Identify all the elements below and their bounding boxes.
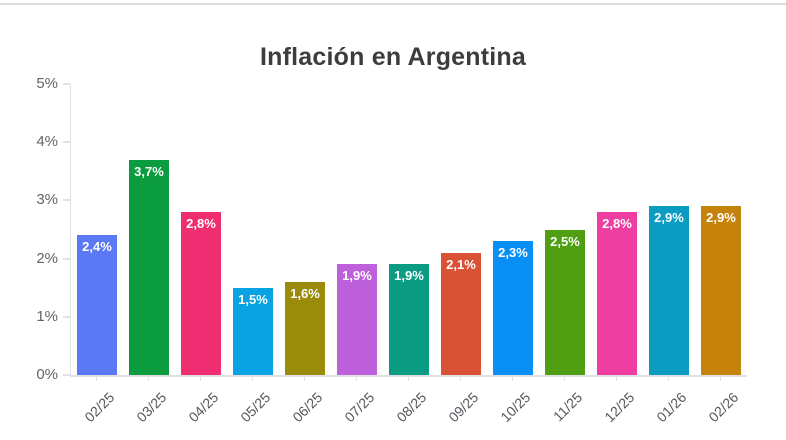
bar-slot-11/25: 2,5% (539, 84, 591, 375)
bar-slot-02/26: 2,9% (695, 84, 747, 375)
x-axis-category-01/26: 01/26 (642, 377, 694, 437)
bar-value-label: 1,5% (238, 291, 268, 307)
bar-slot-06/25: 1,6% (279, 84, 331, 375)
x-axis-tick-label: 07/25 (341, 389, 378, 426)
y-axis-tick-label: 3% (36, 191, 58, 209)
x-axis: 02/25 03/25 04/25 05/25 06/25 07/25 08/25 09/25… (70, 377, 746, 437)
bar-slot-12/25: 2,8% (591, 84, 643, 375)
x-axis-tick-label: 08/25 (393, 389, 430, 426)
y-axis-tick-mark (63, 141, 70, 144)
x-axis-tick-mark (148, 377, 149, 381)
bars-group: 2,4% 3,7% 2,8% 1,5% 1,6% 1,9% 1,9% 2,1% 2,3% 2,5%… (71, 84, 747, 375)
x-axis-category-07/25: 07/25 (330, 377, 382, 437)
bar-slot-02/25: 2,4% (71, 84, 123, 375)
y-axis-tick-label: 1% (36, 307, 58, 325)
x-axis-category-04/25: 04/25 (174, 377, 226, 437)
y-axis-tick-mark (63, 257, 70, 260)
bar-slot-10/25: 2,3% (487, 84, 539, 375)
x-axis-category-05/25: 05/25 (226, 377, 278, 437)
bar-value-label: 2,8% (186, 216, 216, 232)
bar-slot-08/25: 1,9% (383, 84, 435, 375)
bar-value-label: 1,9% (394, 268, 424, 284)
x-axis-tick-label: 03/25 (133, 389, 170, 426)
y-axis-tick-mark (63, 199, 70, 202)
bar-01/26: 2,9% (649, 206, 689, 375)
x-axis-tick-mark (304, 377, 305, 381)
top-divider-line (0, 3, 786, 5)
bar-06/25: 1,6% (285, 281, 325, 375)
bar-09/25: 2,1% (441, 252, 481, 375)
x-axis-category-02/26: 02/26 (694, 377, 746, 437)
x-axis-tick-mark (252, 377, 253, 381)
bar-value-label: 2,1% (446, 256, 476, 272)
x-axis-tick-mark (200, 377, 201, 381)
x-axis-tick-label: 04/25 (185, 389, 222, 426)
x-axis-tick-label: 11/25 (549, 389, 586, 425)
bar-value-label: 1,9% (342, 268, 372, 284)
x-axis-tick-mark (564, 377, 565, 381)
bar-slot-04/25: 2,8% (175, 84, 227, 375)
x-axis-category-08/25: 08/25 (382, 377, 434, 437)
x-axis-tick-mark (96, 377, 97, 381)
x-axis-tick-mark (460, 377, 461, 381)
x-axis-category-10/25: 10/25 (486, 377, 538, 437)
bar-11/25: 2,5% (545, 229, 585, 375)
bar-slot-03/25: 3,7% (123, 84, 175, 375)
x-axis-tick-mark (408, 377, 409, 381)
bar-value-label: 2,3% (498, 245, 528, 261)
bar-value-label: 2,9% (706, 210, 736, 226)
bar-value-label: 1,6% (290, 285, 320, 301)
y-axis-tick-mark (63, 83, 70, 85)
x-axis-tick-mark (356, 377, 357, 381)
y-axis-tick-label: 5% (36, 75, 58, 92)
x-axis-tick-label: 06/25 (289, 389, 326, 426)
x-axis-tick-label: 02/26 (705, 389, 742, 426)
x-axis-category-03/25: 03/25 (122, 377, 174, 437)
x-axis-tick-mark (668, 377, 669, 381)
bar-value-label: 2,8% (602, 216, 632, 232)
bar-slot-05/25: 1,5% (227, 84, 279, 375)
bar-value-label: 3,7% (134, 163, 164, 179)
y-axis-tick-label: 2% (36, 249, 58, 267)
bar-02/26: 2,9% (701, 206, 741, 375)
y-axis-tick-label: 4% (36, 133, 58, 151)
x-axis-tick-label: 02/25 (81, 389, 118, 426)
bar-slot-07/25: 1,9% (331, 84, 383, 375)
bar-07/25: 1,9% (337, 264, 377, 375)
bar-04/25: 2,8% (181, 212, 221, 375)
bar-slot-01/26: 2,9% (643, 84, 695, 375)
x-axis-tick-label: 01/26 (653, 389, 690, 426)
x-axis-tick-mark (720, 377, 721, 381)
bar-05/25: 1,5% (233, 287, 273, 375)
plot-area: 2,4% 3,7% 2,8% 1,5% 1,6% 1,9% 1,9% 2,1% 2,3% 2,5%… (70, 84, 747, 377)
y-axis-tick-mark (63, 374, 70, 376)
bar-03/25: 3,7% (129, 159, 169, 375)
chart-title: Inflación en Argentina (260, 42, 526, 71)
x-axis-category-09/25: 09/25 (434, 377, 486, 437)
bar-value-label: 2,4% (82, 239, 112, 255)
bar-10/25: 2,3% (493, 241, 533, 375)
x-axis-tick-label: 10/25 (497, 389, 534, 426)
x-axis-tick-mark (512, 377, 513, 381)
x-axis-category-12/25: 12/25 (590, 377, 642, 437)
x-axis-tick-label: 09/25 (445, 389, 482, 426)
bar-02/25: 2,4% (77, 235, 117, 375)
bar-value-label: 2,9% (654, 210, 684, 226)
y-axis-tick-label: 0% (36, 366, 58, 383)
bar-12/25: 2,8% (597, 212, 637, 375)
x-axis-tick-label: 12/25 (601, 389, 638, 426)
bar-slot-09/25: 2,1% (435, 84, 487, 375)
x-axis-tick-label: 05/25 (237, 389, 274, 426)
y-axis-tick-mark (63, 315, 70, 318)
x-axis-category-02/25: 02/25 (70, 377, 122, 437)
bar-08/25: 1,9% (389, 264, 429, 375)
x-axis-category-11/25: 11/25 (538, 377, 590, 437)
x-axis-tick-mark (616, 377, 617, 381)
bar-value-label: 2,5% (550, 233, 580, 249)
x-axis-category-06/25: 06/25 (278, 377, 330, 437)
